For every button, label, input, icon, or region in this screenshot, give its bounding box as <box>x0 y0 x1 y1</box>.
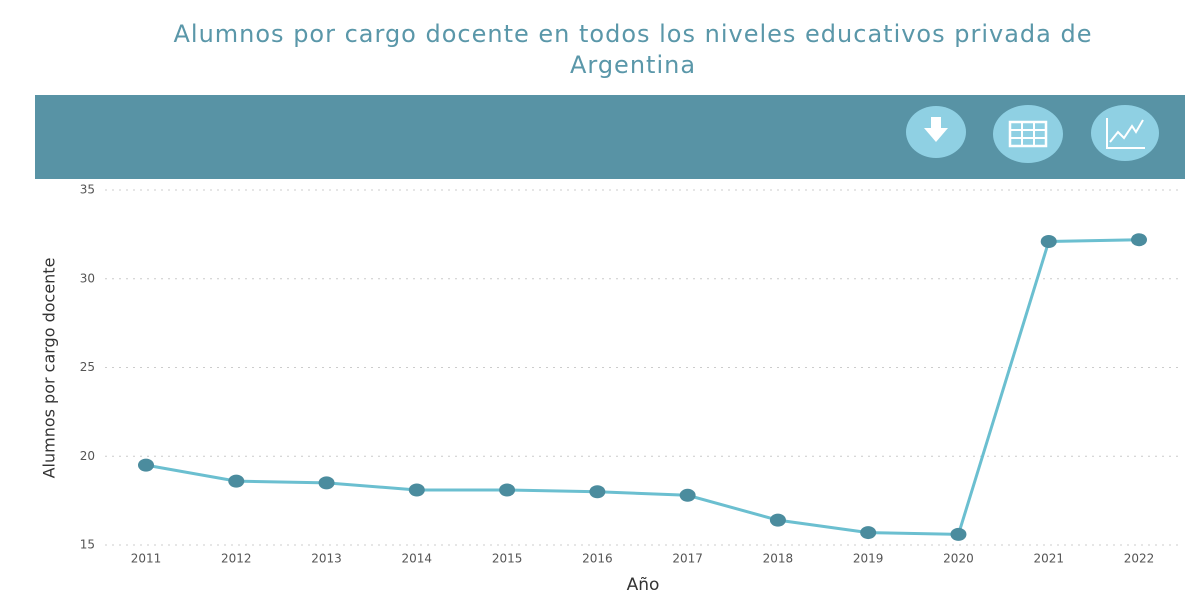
x-tick-label: 2011 <box>131 552 162 566</box>
chart-button[interactable] <box>1091 105 1159 161</box>
y-tick-label: 20 <box>80 449 95 463</box>
data-point <box>1040 234 1057 248</box>
x-tick-label: 2016 <box>582 552 613 566</box>
y-axis-label: Alumnos por cargo docente <box>40 258 59 479</box>
chart-title-line-1: Alumnos por cargo docente en todos los n… <box>173 20 1092 48</box>
data-point <box>950 527 967 541</box>
download-button[interactable] <box>906 106 966 158</box>
y-tick-label: 30 <box>80 271 95 285</box>
data-point <box>860 526 877 540</box>
data-point <box>228 474 245 488</box>
data-point <box>499 483 516 497</box>
x-tick-label: 2021 <box>1033 552 1064 566</box>
table-button[interactable] <box>993 105 1063 163</box>
x-tick-label: 2020 <box>943 552 974 566</box>
x-tick-label: 2022 <box>1124 552 1155 566</box>
x-tick-label: 2015 <box>492 552 523 566</box>
x-tick-label: 2017 <box>672 552 703 566</box>
data-point <box>408 483 425 497</box>
data-line <box>145 238 1140 536</box>
x-tick-label: 2013 <box>311 552 342 566</box>
data-point <box>589 485 606 499</box>
x-tick-label: 2014 <box>402 552 433 566</box>
x-tick-label: 2012 <box>221 552 252 566</box>
data-point <box>1131 233 1147 247</box>
data-point <box>318 476 335 490</box>
x-tick-label: 2018 <box>763 552 794 566</box>
x-axis-label: Año <box>627 575 660 593</box>
y-tick-label: 25 <box>80 360 95 374</box>
data-point <box>138 458 154 472</box>
data-point <box>679 488 696 502</box>
x-tick-label: 2019 <box>853 552 884 566</box>
data-point <box>769 513 786 527</box>
chart-title-line-2: Argentina <box>570 51 696 79</box>
y-tick-label: 15 <box>80 538 95 552</box>
y-tick-label: 35 <box>80 183 95 197</box>
